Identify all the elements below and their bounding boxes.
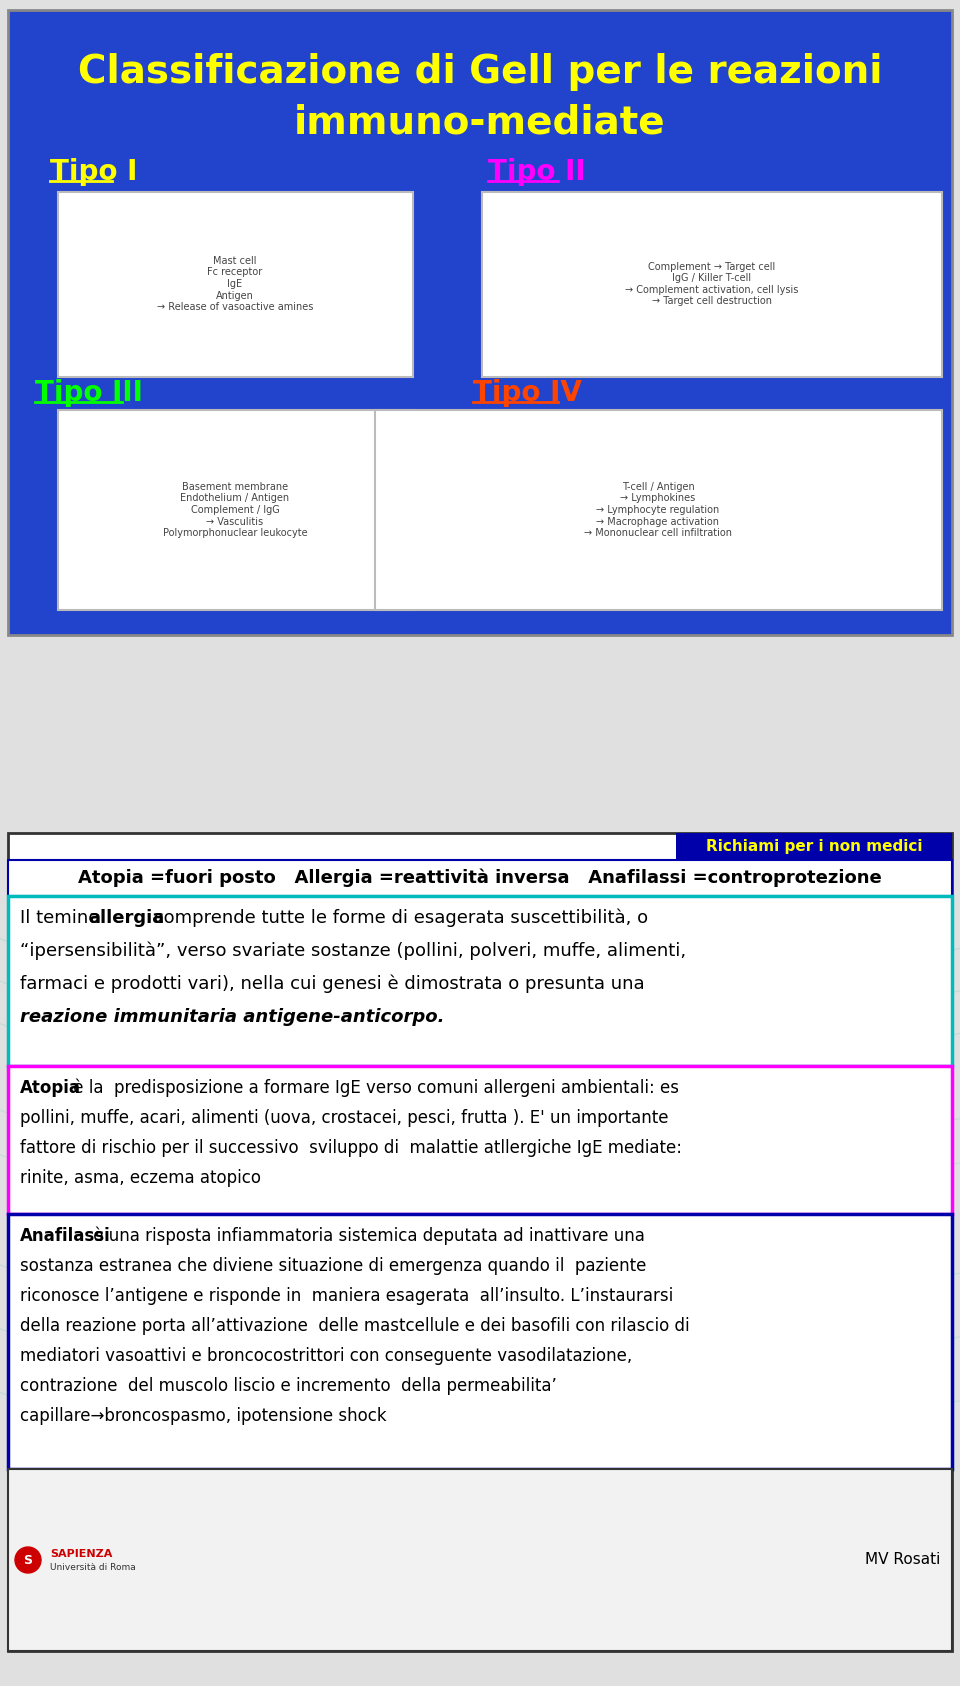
Text: rinite, asma, eczema atopico: rinite, asma, eczema atopico xyxy=(20,1168,261,1187)
Text: Tipo III: Tipo III xyxy=(35,379,143,406)
Text: è la  predisposizione a formare IgE verso comuni allergeni ambientali: es: è la predisposizione a formare IgE verso… xyxy=(68,1079,679,1098)
FancyBboxPatch shape xyxy=(0,637,960,833)
Text: reazione immunitaria antigene-anticorpo.: reazione immunitaria antigene-anticorpo. xyxy=(20,1008,444,1027)
Text: è una risposta infiammatoria sistemica deputata ad inattivare una: è una risposta infiammatoria sistemica d… xyxy=(88,1227,645,1246)
FancyBboxPatch shape xyxy=(8,1214,952,1469)
FancyBboxPatch shape xyxy=(8,1066,952,1214)
Text: della reazione porta all’attivazione  delle mastcellule e dei basofili con rilas: della reazione porta all’attivazione del… xyxy=(20,1317,689,1335)
Text: contrazione  del muscolo liscio e incremento  della permeabilita’: contrazione del muscolo liscio e increme… xyxy=(20,1377,557,1394)
FancyBboxPatch shape xyxy=(482,192,942,378)
FancyBboxPatch shape xyxy=(8,833,952,1651)
Text: sostanza estranea che diviene situazione di emergenza quando il  paziente: sostanza estranea che diviene situazione… xyxy=(20,1258,646,1275)
Text: T-cell / Antigen
→ Lymphokines
→ Lymphocyte regulation
→ Macrophage activation
→: T-cell / Antigen → Lymphokines → Lymphoc… xyxy=(584,482,732,538)
Text: Anafilassi: Anafilassi xyxy=(20,1227,110,1244)
Text: immuno-mediate: immuno-mediate xyxy=(294,103,666,142)
Text: “ipersensibilità”, verso svariate sostanze (pollini, polveri, muffe, alimenti,: “ipersensibilità”, verso svariate sostan… xyxy=(20,942,686,961)
Text: SAPIENZA: SAPIENZA xyxy=(50,1549,112,1560)
Text: Tipo I: Tipo I xyxy=(50,158,137,185)
Circle shape xyxy=(15,1548,41,1573)
FancyBboxPatch shape xyxy=(8,1469,952,1651)
FancyBboxPatch shape xyxy=(8,895,952,1066)
FancyBboxPatch shape xyxy=(58,192,413,378)
Text: Basement membrane
Endothelium / Antigen
Complement / IgG
→ Vasculitis
Polymorpho: Basement membrane Endothelium / Antigen … xyxy=(162,482,307,538)
Text: allergia: allergia xyxy=(88,909,164,927)
Text: Richiami per i non medici: Richiami per i non medici xyxy=(706,838,923,853)
Text: Tipo IV: Tipo IV xyxy=(473,379,582,406)
Text: Il temine: Il temine xyxy=(20,909,106,927)
FancyBboxPatch shape xyxy=(8,10,952,636)
Text: Università di Roma: Università di Roma xyxy=(50,1563,135,1571)
FancyBboxPatch shape xyxy=(375,410,942,610)
Text: riconosce l’antigene e risponde in  maniera esagerata  all’insulto. L’instaurars: riconosce l’antigene e risponde in manie… xyxy=(20,1286,673,1305)
Text: Classificazione di Gell per le reazioni: Classificazione di Gell per le reazioni xyxy=(78,52,882,91)
Text: Mast cell
Fc receptor
IgE
Antigen
→ Release of vasoactive amines: Mast cell Fc receptor IgE Antigen → Rele… xyxy=(156,256,313,312)
Text: mediatori vasoattivi e broncocostrittori con conseguente vasodilatazione,: mediatori vasoattivi e broncocostrittori… xyxy=(20,1347,633,1366)
FancyBboxPatch shape xyxy=(676,833,952,860)
Text: capillare→broncospasmo, ipotensione shock: capillare→broncospasmo, ipotensione shoc… xyxy=(20,1408,387,1425)
Text: comprende tutte le forme di esagerata suscettibilità, o: comprende tutte le forme di esagerata su… xyxy=(148,909,648,927)
Text: Tipo II: Tipo II xyxy=(488,158,586,185)
Text: S: S xyxy=(23,1553,33,1566)
Text: fattore di rischio per il successivo  sviluppo di  malattie atllergiche IgE medi: fattore di rischio per il successivo svi… xyxy=(20,1140,682,1157)
Text: pollini, muffe, acari, alimenti (uova, crostacei, pesci, frutta ). E' un importa: pollini, muffe, acari, alimenti (uova, c… xyxy=(20,1109,668,1126)
Text: Atopia =fuori posto   Allergia =reattività inversa   Anafilassi =controprotezion: Atopia =fuori posto Allergia =reattività… xyxy=(78,868,882,887)
Text: Complement → Target cell
IgG / Killer T-cell
→ Complement activation, cell lysis: Complement → Target cell IgG / Killer T-… xyxy=(625,261,799,307)
Text: Atopia: Atopia xyxy=(20,1079,81,1098)
FancyBboxPatch shape xyxy=(58,410,413,610)
Text: MV Rosati: MV Rosati xyxy=(865,1553,940,1568)
Text: farmaci e prodotti vari), nella cui genesi è dimostrata o presunta una: farmaci e prodotti vari), nella cui gene… xyxy=(20,975,644,993)
FancyBboxPatch shape xyxy=(8,860,952,895)
